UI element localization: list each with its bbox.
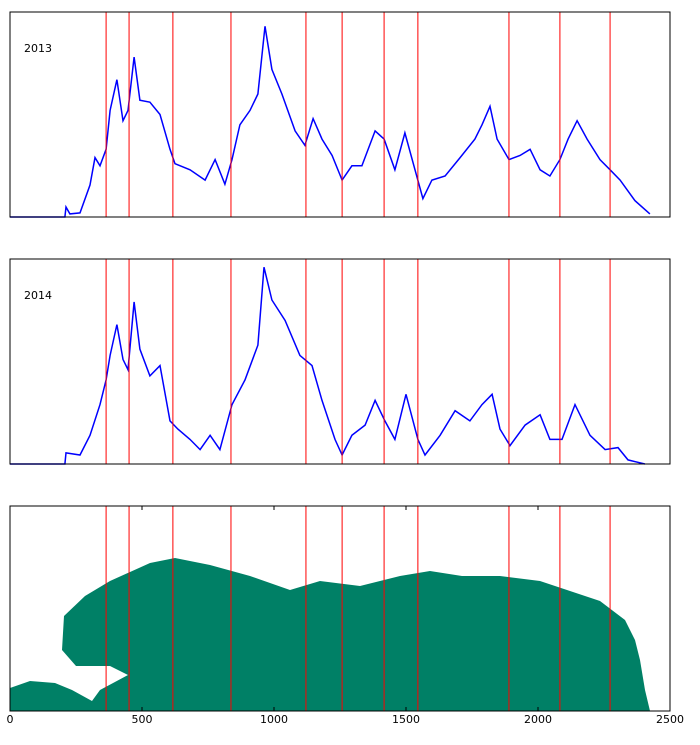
x-tick-label: 2500 <box>656 713 684 726</box>
x-tick-label: 1500 <box>392 713 420 726</box>
panel-label: 2014 <box>24 289 52 302</box>
panel-frame <box>9 505 671 712</box>
land-shape <box>10 558 650 711</box>
panel-frame <box>9 11 671 218</box>
data-line <box>10 26 651 218</box>
panel-frame <box>9 258 671 465</box>
data-line <box>10 267 646 465</box>
x-tick-label: 500 <box>132 713 153 726</box>
panel-label: 2013 <box>24 42 52 55</box>
x-tick-label: 0 <box>7 713 14 726</box>
x-tick-label: 2000 <box>524 713 552 726</box>
x-tick-label: 1000 <box>260 713 288 726</box>
